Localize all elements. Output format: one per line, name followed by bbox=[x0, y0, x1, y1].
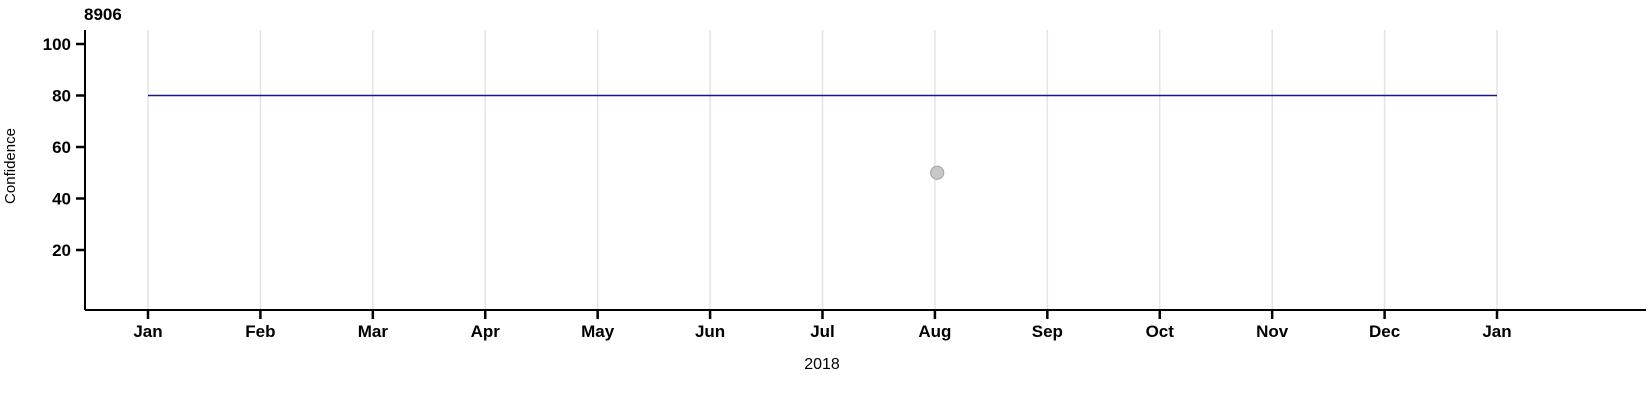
x-tick-label-apr-3: Apr bbox=[471, 322, 501, 341]
y-tick-label-60: 60 bbox=[52, 138, 71, 157]
x-tick-label-mar-2: Mar bbox=[358, 322, 389, 341]
x-tick-label-jan-12: Jan bbox=[1482, 322, 1511, 341]
x-tick-label-jul-6: Jul bbox=[810, 322, 835, 341]
x-tick-label-oct-9: Oct bbox=[1146, 322, 1175, 341]
y-axis-title: Confidence bbox=[2, 128, 19, 204]
x-tick-label-dec-11: Dec bbox=[1369, 322, 1400, 341]
y-tick-label-80: 80 bbox=[52, 87, 71, 106]
y-tick-label-20: 20 bbox=[52, 241, 71, 260]
x-tick-label-may-4: May bbox=[581, 322, 615, 341]
x-tick-label-aug-7: Aug bbox=[918, 322, 951, 341]
chart-title: 8906 bbox=[84, 5, 122, 24]
x-tick-label-nov-10: Nov bbox=[1256, 322, 1289, 341]
x-tick-label-jan-0: Jan bbox=[133, 322, 162, 341]
plot-geometry: 100 80 60 40 20 Jan Feb Mar Apr May Jun Jul Aug Sep Oc… bbox=[43, 30, 1646, 341]
outlier-point bbox=[930, 165, 945, 180]
x-tick-label-feb-1: Feb bbox=[245, 322, 275, 341]
x-tick-label-sep-8: Sep bbox=[1032, 322, 1063, 341]
x-tick-label-jun-5: Jun bbox=[695, 322, 725, 341]
y-tick-label-40: 40 bbox=[52, 190, 71, 209]
y-tick-label-100: 100 bbox=[43, 35, 71, 54]
x-axis-title: 2018 bbox=[804, 356, 840, 373]
